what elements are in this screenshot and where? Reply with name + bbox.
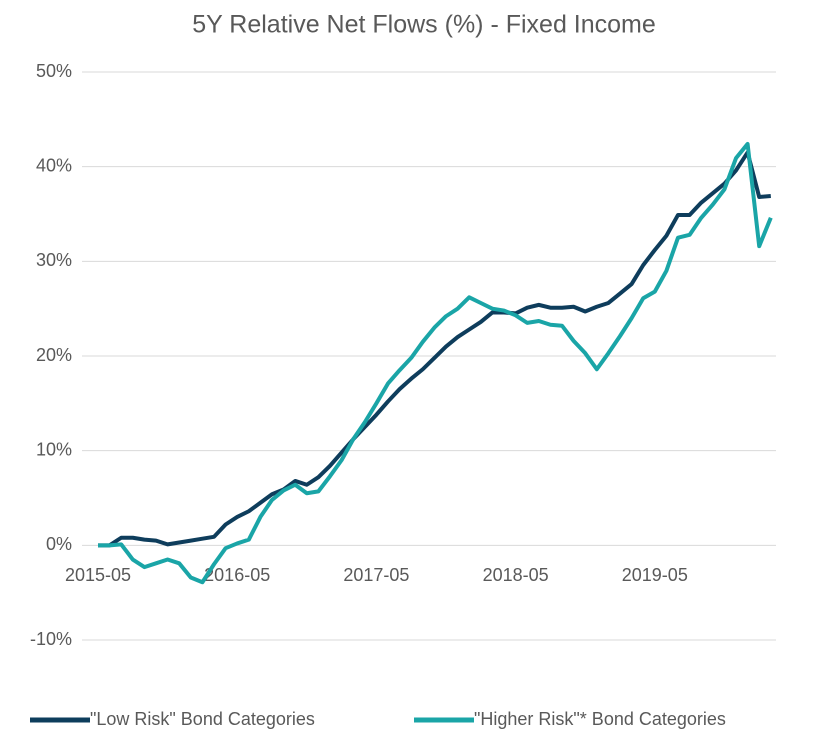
- y-tick-label: 40%: [36, 155, 72, 175]
- y-tick-label: -10%: [30, 629, 72, 649]
- chart-title: 5Y Relative Net Flows (%) - Fixed Income: [192, 11, 656, 39]
- x-tick-label: 2017-05: [343, 565, 409, 585]
- legend-label: "Low Risk" Bond Categories: [90, 709, 315, 729]
- x-tick-label: 2018-05: [483, 565, 549, 585]
- y-tick-label: 20%: [36, 345, 72, 365]
- x-tick-label: 2019-05: [622, 565, 688, 585]
- y-tick-label: 0%: [46, 534, 72, 554]
- legend-label: "Higher Risk"* Bond Categories: [474, 709, 726, 729]
- y-tick-label: 10%: [36, 439, 72, 459]
- x-tick-label: 2016-05: [204, 565, 270, 585]
- y-tick-label: 30%: [36, 250, 72, 270]
- x-tick-label: 2015-05: [65, 565, 131, 585]
- y-tick-label: 50%: [36, 61, 72, 81]
- series-line: [98, 141, 773, 585]
- series-line: [98, 150, 771, 548]
